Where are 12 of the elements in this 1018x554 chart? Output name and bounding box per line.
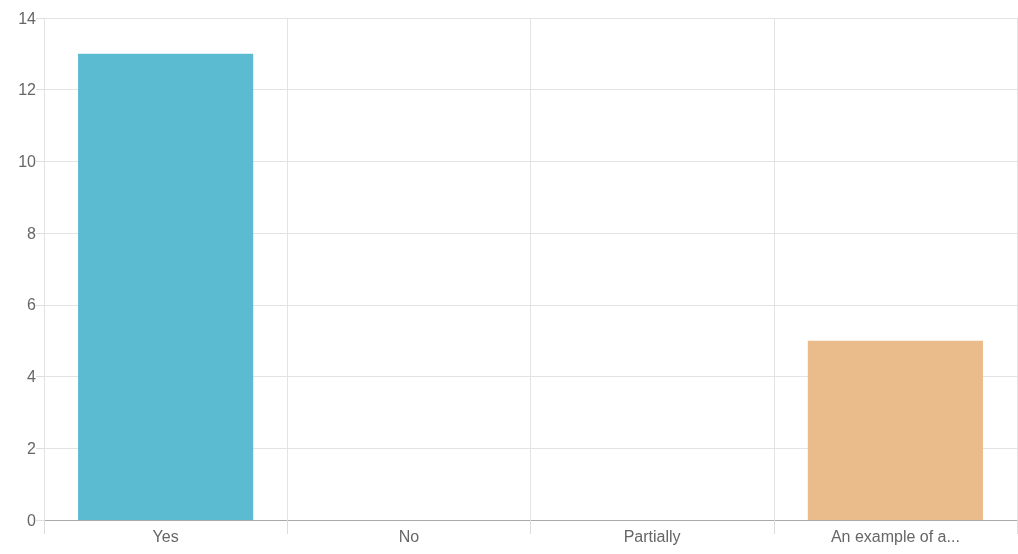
x-tick-label: An example of a... bbox=[830, 527, 960, 545]
x-tick-label: Partially bbox=[623, 527, 681, 545]
x-tick-label: No bbox=[398, 527, 420, 545]
y-tick-label: 14 bbox=[18, 9, 37, 27]
y-tick-label: 6 bbox=[27, 296, 37, 314]
y-tick-label: 4 bbox=[27, 368, 37, 386]
y-tick-label: 10 bbox=[18, 152, 37, 170]
y-tick-label: 12 bbox=[18, 81, 37, 99]
x-tick-label: Yes bbox=[152, 527, 179, 545]
y-tick-label: 8 bbox=[27, 224, 37, 242]
y-tick-label: 2 bbox=[27, 439, 37, 457]
y-tick-label: 0 bbox=[27, 511, 37, 529]
